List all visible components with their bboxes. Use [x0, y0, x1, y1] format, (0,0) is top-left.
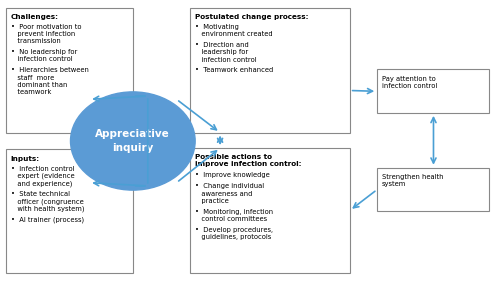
Text: Inputs:: Inputs:: [10, 156, 40, 162]
Text: •  AI trainer (process): • AI trainer (process): [10, 216, 84, 223]
Ellipse shape: [70, 92, 195, 190]
Text: •  Improve knowledge: • Improve knowledge: [195, 172, 270, 178]
FancyBboxPatch shape: [190, 8, 350, 133]
FancyBboxPatch shape: [190, 148, 350, 273]
Text: •  Motivating
   environment created: • Motivating environment created: [195, 24, 273, 37]
FancyBboxPatch shape: [377, 69, 490, 113]
Text: Challenges:: Challenges:: [10, 14, 58, 20]
Text: Possible actions to
improve infection control:: Possible actions to improve infection co…: [195, 154, 302, 167]
Text: •  Poor motivation to
   prevent infection
   transmission: • Poor motivation to prevent infection t…: [10, 24, 81, 45]
Text: Postulated change process:: Postulated change process:: [195, 14, 308, 20]
Text: •  Hierarchies between
   staff  more
   dominant than
   teamwork: • Hierarchies between staff more dominan…: [10, 67, 88, 95]
Text: Strengthen health
system: Strengthen health system: [382, 174, 444, 187]
Text: •  Infection control
   expert (evidence
   and experience): • Infection control expert (evidence and…: [10, 166, 74, 187]
Text: •  Teamwork enhanced: • Teamwork enhanced: [195, 67, 274, 74]
FancyBboxPatch shape: [377, 168, 490, 211]
Text: Appreciative
inquiry: Appreciative inquiry: [96, 129, 170, 153]
Text: •  Monitoring, infection
   control committees: • Monitoring, infection control committe…: [195, 209, 274, 222]
Text: Pay attention to
infection control: Pay attention to infection control: [382, 76, 438, 89]
Text: •  Develop procedures,
   guidelines, protocols: • Develop procedures, guidelines, protoc…: [195, 227, 273, 240]
Text: •  Direction and
   leadership for
   infection control: • Direction and leadership for infection…: [195, 42, 257, 63]
Text: •  State technical
   officer (congruence
   with health system): • State technical officer (congruence wi…: [10, 191, 84, 212]
Text: •  No leadership for
   infection control: • No leadership for infection control: [10, 49, 77, 63]
FancyBboxPatch shape: [6, 149, 133, 273]
Text: •  Change individual
   awareness and
   practice: • Change individual awareness and practi…: [195, 183, 264, 204]
FancyBboxPatch shape: [6, 8, 133, 133]
